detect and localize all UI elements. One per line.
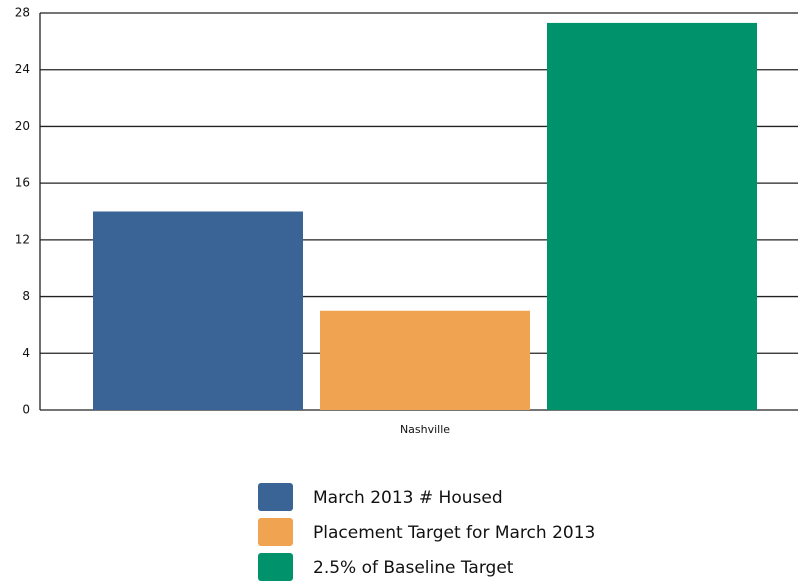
y-tick-label: 4 [22,346,30,360]
y-tick-label: 20 [15,119,30,133]
legend-label: March 2013 # Housed [313,488,503,508]
x-tick-label: Nashville [400,423,450,436]
y-tick-label: 28 [15,6,30,20]
bar [93,211,303,410]
bar [547,22,757,411]
y-tick-label: 8 [22,289,30,303]
legend-swatch [258,483,293,511]
y-tick-label: 16 [15,176,30,190]
legend-swatch [258,553,293,581]
bar [320,310,530,410]
legend-swatch [258,518,293,546]
legend-label: 2.5% of Baseline Target [313,558,514,578]
legend-label: Placement Target for March 2013 [313,523,595,543]
y-tick-label: 24 [15,62,30,76]
y-tick-label: 12 [15,232,30,246]
y-tick-label: 0 [22,403,30,417]
